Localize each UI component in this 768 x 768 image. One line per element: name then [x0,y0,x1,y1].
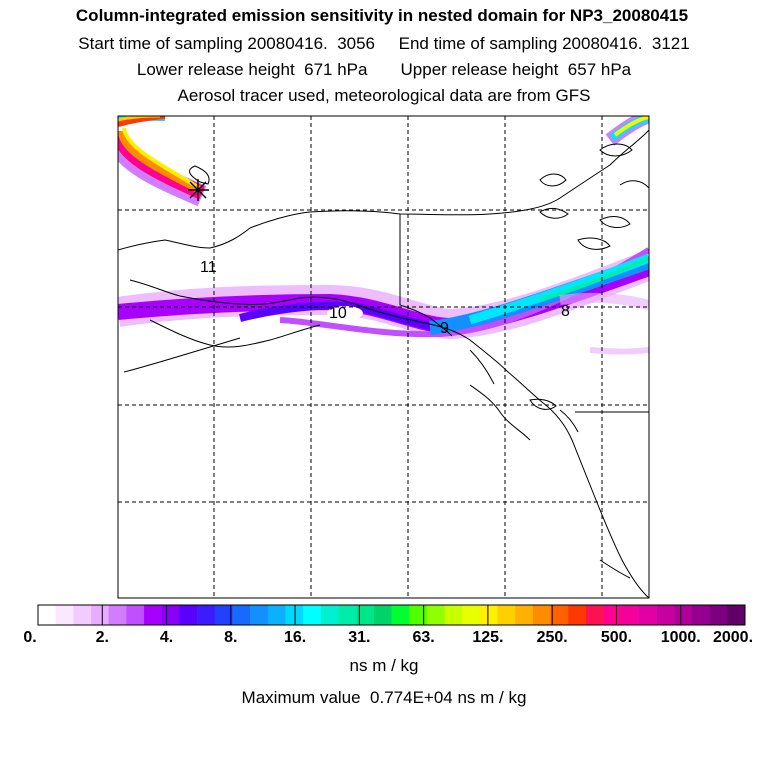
colorbar-swatch [656,605,675,625]
plume-main-band [118,247,649,355]
colorbar-tick-label: 250. [536,629,568,646]
colorbar-tick-label: 4. [159,629,174,646]
colorbar-swatch [621,605,640,625]
colorbar-swatch [338,605,357,625]
colorbar-tick-label: 2000. [712,629,754,646]
colorbar-swatch [479,605,498,625]
colorbar-swatch [179,605,198,625]
map-content [118,116,649,598]
colorbar-swatch [727,605,746,625]
release-location-star-icon [188,179,209,201]
colorbar-swatch [91,605,110,625]
colorbar-swatch [197,605,216,625]
colorbar-swatch [373,605,392,625]
colorbar-tick-label: 2. [95,629,109,646]
colorbar-swatch [73,605,92,625]
colorbar-swatch [550,605,569,625]
colorbar-swatch [603,605,622,625]
colorbar-swatch [161,605,180,625]
plume-label-8: 8 [561,303,570,320]
plume-label-11: 11 [200,259,217,276]
colorbar-outline [37,604,746,626]
release-height-line: Lower release height 671 hPa Upper relea… [136,60,632,79]
colorbar-swatch [585,605,604,625]
figure-title: Column-integrated emission sensitivity i… [75,6,689,25]
colorbar-swatch [674,605,693,625]
colorbar-swatch [709,605,728,625]
colorbar-tick-label: 0. [23,629,37,646]
colorbar-swatch [126,605,145,625]
colorbar-tick-label: 63. [412,629,435,646]
colorbar-tick-label: 1000. [660,629,701,646]
plume-arc-northeast [605,116,649,146]
plume-label-10: 10 [329,305,347,322]
colorbar-swatch [55,605,74,625]
colorbar-swatch [144,605,163,625]
colorbar-swatch [232,605,251,625]
colorbar-swatch [108,605,127,625]
colorbar [37,604,746,626]
colorbar-swatch [444,605,463,625]
colorbar-swatch [409,605,428,625]
colorbar-swatch [285,605,304,625]
plume-label-9: 9 [440,320,449,337]
colorbar-tick-label: 8. [224,629,238,646]
colorbar-tick-label: 16. [283,629,307,646]
colorbar-swatch [691,605,710,625]
plume-arc-northwest [118,116,207,207]
colorbar-swatch [267,605,286,625]
graticule [118,116,649,598]
colorbar-swatch [391,605,410,625]
coastlines [118,129,649,598]
colorbar-swatch [320,605,339,625]
colorbar-swatch [38,605,56,625]
colorbar-swatch [515,605,534,625]
colorbar-swatch [214,605,233,625]
colorbar-swatch [426,605,445,625]
sampling-time-line: Start time of sampling 20080416. 3056 En… [78,34,690,53]
colorbar-units: ns m / kg [349,656,419,675]
tracer-info-line: Aerosol tracer used, meteorological data… [177,86,591,105]
colorbar-swatch [303,605,322,625]
colorbar-tick-label: 31. [348,629,371,646]
map-frame [117,115,650,599]
colorbar-swatch [250,605,269,625]
colorbar-swatch [568,605,587,625]
colorbar-swatch [638,605,657,625]
colorbar-tick-label: 125. [472,629,504,646]
colorbar-swatch [356,605,375,625]
maximum-value-text: Maximum value 0.774E+04 ns m / kg [241,688,527,707]
colorbar-swatch [462,605,481,625]
colorbar-swatch [532,605,551,625]
colorbar-swatch [497,605,516,625]
colorbar-tick-label: 500. [600,629,633,646]
